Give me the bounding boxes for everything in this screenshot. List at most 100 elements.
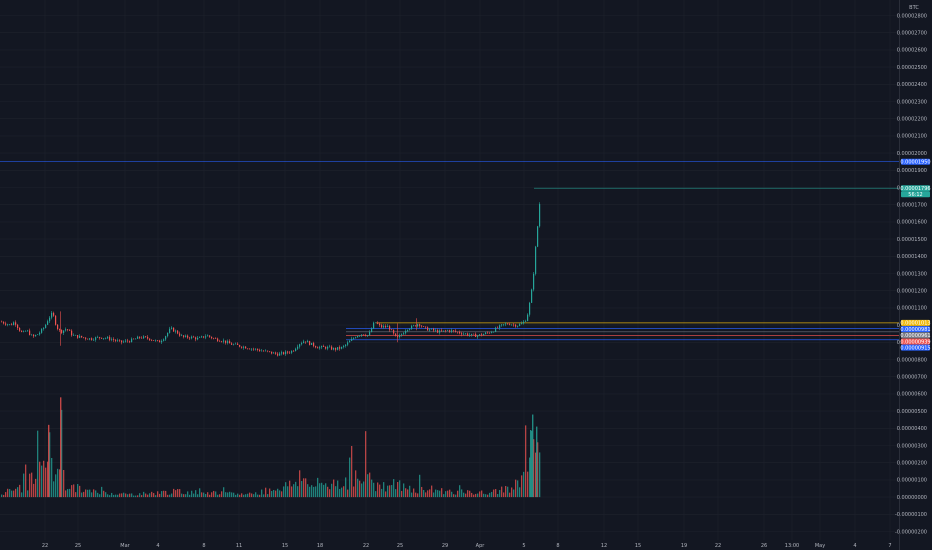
candle-body	[367, 335, 369, 336]
candle-body	[395, 333, 397, 337]
time-tick-label: 5	[522, 543, 525, 549]
volume-bar	[297, 486, 299, 498]
volume-bar	[457, 490, 459, 498]
candle-body	[233, 344, 235, 345]
volume-bar	[59, 469, 61, 498]
candle-body	[1, 321, 3, 323]
level-tag-text: 0.00000961	[900, 333, 930, 339]
volume-bar	[459, 485, 461, 498]
candle-body	[425, 326, 427, 328]
volume-bar	[275, 490, 277, 498]
candle-body	[9, 324, 11, 325]
volume-bar	[249, 492, 251, 498]
price-axis[interactable]: 0.00002800 0.00002700 0.00002600 0.00002500…	[895, 13, 927, 535]
volume-bar	[165, 490, 167, 498]
candle-body	[239, 344, 241, 347]
volume-bar	[487, 494, 489, 498]
time-axis[interactable]: 22 25 Mar 4 8 11 15 18 22 25 29 Apr 5 8 12 15 19 22 26 13:0…	[42, 543, 892, 549]
volume-bar	[315, 486, 317, 498]
volume-bar	[263, 494, 265, 498]
candle-body	[271, 351, 273, 354]
candle-body	[121, 340, 123, 343]
candle-body	[297, 346, 299, 349]
candle-body	[511, 324, 513, 326]
candle-body	[505, 323, 507, 325]
time-tick-label: Mar	[120, 543, 130, 549]
candle-body	[89, 338, 91, 340]
candle-body	[39, 332, 41, 335]
volume-bar	[107, 494, 109, 498]
time-tick-label: 11	[236, 543, 242, 549]
volume-bar	[451, 491, 453, 498]
volume-bar	[513, 489, 515, 498]
candle-body	[473, 333, 475, 335]
volume-bar	[399, 480, 401, 498]
candle-body	[435, 330, 437, 331]
candle-body	[217, 338, 219, 342]
candle-body	[483, 334, 485, 336]
candle-body	[81, 335, 83, 338]
volume-bar	[9, 489, 11, 498]
level-tag-box	[901, 332, 930, 339]
volume-bar	[137, 495, 139, 498]
volume-bar	[61, 409, 63, 498]
candle-body	[531, 289, 533, 303]
candle-body	[305, 341, 307, 343]
volume-bar	[449, 489, 451, 498]
volume-bar	[21, 492, 23, 498]
volume-bar	[167, 494, 169, 498]
candle-body	[291, 350, 293, 353]
volume-bar	[131, 493, 133, 498]
level-tag-box	[901, 344, 930, 351]
price-tick-label: 0.00002400	[897, 82, 927, 88]
volume-bar	[455, 494, 457, 498]
candle-body	[207, 335, 209, 337]
volume-bar	[229, 491, 231, 498]
volume-bar	[391, 485, 393, 498]
volume-bar	[81, 492, 83, 498]
volume-bar	[87, 489, 89, 498]
volume-bar	[283, 486, 285, 498]
volume-bar	[237, 493, 239, 498]
volume-bar	[55, 474, 57, 498]
volume-bar	[65, 490, 67, 498]
candle-body	[523, 321, 525, 324]
volume-bar	[115, 494, 117, 498]
candle-body	[131, 338, 133, 343]
volume-bar	[155, 495, 157, 498]
volume-bar	[239, 494, 241, 498]
candle-body	[67, 329, 69, 330]
volume-bar	[299, 470, 301, 498]
volume-bar	[369, 472, 371, 498]
volume-bar	[241, 493, 243, 498]
volume-bar	[29, 473, 31, 498]
volume-bar	[125, 493, 127, 498]
volume-bar	[341, 487, 343, 498]
candle-body	[441, 330, 443, 332]
candle-body	[229, 341, 231, 344]
countdown-tag-text: 56:12	[908, 192, 922, 198]
volume-bar	[161, 491, 163, 498]
candle-body	[187, 335, 189, 338]
volume-bar	[223, 487, 225, 498]
volume-bar	[343, 486, 345, 498]
volume-bar	[135, 495, 137, 498]
candle-body	[341, 346, 343, 349]
volume-bar	[327, 486, 329, 498]
candle-body	[269, 351, 271, 352]
volume-bar	[181, 493, 183, 498]
candle-body	[373, 322, 375, 329]
candle-body	[521, 323, 523, 325]
candle-body	[301, 343, 303, 345]
candle-body	[255, 348, 257, 350]
volume-bar	[319, 483, 321, 498]
volume-bar	[530, 430, 532, 498]
volume-bar	[532, 414, 534, 498]
candle-body	[447, 330, 449, 331]
candle-body	[481, 334, 483, 336]
candle-body	[353, 338, 355, 339]
candle-body	[337, 347, 339, 350]
candle-body	[253, 348, 255, 350]
candle-body	[345, 344, 347, 346]
